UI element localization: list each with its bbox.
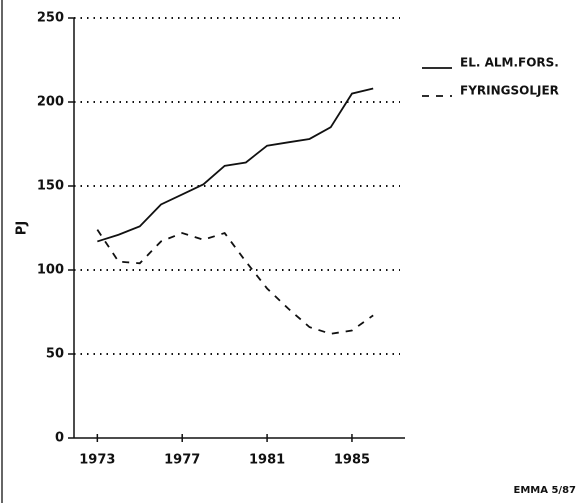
x-tick-label: 1981	[249, 453, 285, 468]
x-tick-label: 1985	[334, 453, 370, 468]
y-tick-label: 200	[37, 95, 64, 110]
y-tick-label: 100	[37, 263, 64, 278]
y-tick-label: 250	[37, 11, 64, 26]
y-tick-label: 150	[37, 179, 64, 194]
legend-label: FYRINGSOLJER	[460, 84, 559, 98]
series-line	[97, 87, 374, 243]
legend-label: EL. ALM.FORS.	[460, 56, 559, 70]
x-tick-label: 1977	[164, 453, 200, 468]
annotation: EMMA 5/87	[514, 485, 577, 496]
series-line	[96, 229, 374, 335]
x-tick-label: 1973	[79, 453, 115, 468]
y-tick-label: 0	[55, 431, 64, 446]
y-tick-label: 50	[46, 347, 64, 362]
y-axis-label: PJ	[15, 221, 30, 235]
